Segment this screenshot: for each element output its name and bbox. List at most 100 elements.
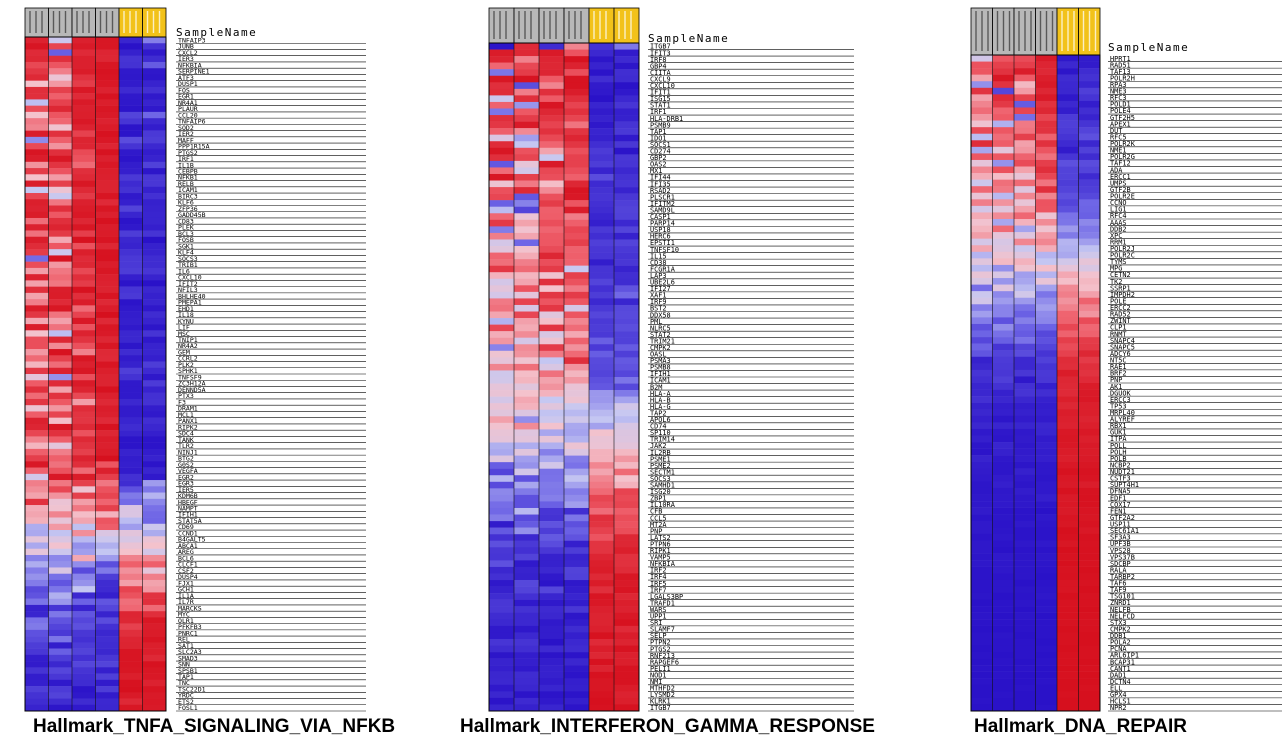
heatmap-cell — [514, 272, 539, 280]
heatmap-cell — [589, 658, 614, 666]
heatmap-cell — [1057, 114, 1079, 121]
heatmap-cell — [514, 527, 539, 535]
heatmap-cell — [1035, 212, 1057, 220]
heatmap-cell — [72, 105, 96, 113]
gene-label: MTHFD2 — [650, 685, 675, 693]
heatmap-cell — [72, 99, 96, 106]
heatmap-cell — [72, 299, 96, 306]
heatmap-cell — [1014, 494, 1036, 502]
heatmap-cell — [539, 697, 564, 705]
heatmap-cell — [589, 691, 614, 699]
heatmap-cell — [1014, 553, 1036, 561]
heatmap-cell — [992, 612, 1014, 620]
heatmap-cell — [119, 93, 143, 100]
gene-label: CEBPB — [178, 167, 198, 175]
heatmap-cell — [119, 405, 143, 412]
heatmap-cell — [1057, 606, 1079, 613]
heatmap-cell — [564, 612, 589, 620]
heatmap-cell — [971, 533, 993, 541]
heatmap-cell — [142, 367, 166, 375]
heatmap-cell — [1078, 599, 1100, 607]
heatmap-cell — [589, 337, 614, 345]
gene-label: G0S2 — [178, 461, 194, 469]
heatmap-cell — [614, 160, 639, 168]
heatmap-cell — [614, 573, 639, 581]
heatmap-cell — [119, 392, 143, 400]
heatmap-cell — [514, 187, 539, 194]
heatmap-cell — [564, 134, 589, 142]
heatmap-cell — [514, 239, 539, 247]
gene-label: SAMHD1 — [650, 482, 675, 490]
heatmap-cell — [992, 422, 1014, 430]
heatmap-cell — [25, 667, 49, 674]
heatmap-cell — [1014, 612, 1036, 620]
heatmap-cell — [1035, 225, 1057, 233]
heatmap-cell — [119, 124, 143, 131]
heatmap-cell — [1014, 678, 1036, 686]
heatmap-cell — [1078, 369, 1100, 377]
heatmap-cell — [95, 598, 119, 606]
heatmap-cell — [25, 43, 49, 50]
heatmap-cell — [514, 350, 539, 358]
heatmap-cell — [489, 82, 514, 90]
heatmap-cell — [614, 344, 639, 352]
heatmap-cell — [489, 599, 514, 607]
heatmap-panel-dna-repair: SampleName HPRT1 RAD51 TAF13 POLR2H RPA3 NME3 R… — [970, 0, 1286, 744]
heatmap-cell — [614, 494, 639, 502]
heatmap-cell — [119, 636, 143, 643]
heatmap-cell — [514, 534, 539, 541]
heatmap-cell — [119, 423, 143, 431]
heatmap-cell — [539, 527, 564, 535]
gene-label: IFI44 — [650, 174, 671, 182]
heatmap-cell — [614, 481, 639, 489]
heatmap-cell — [971, 566, 993, 574]
heatmap-cell — [589, 187, 614, 194]
heatmap-cell — [614, 390, 639, 397]
heatmap-cell — [589, 56, 614, 63]
heatmap-cell — [589, 193, 614, 201]
heatmap-cell — [539, 304, 564, 312]
gene-label: IL6 — [178, 267, 190, 275]
heatmap-cell — [1014, 173, 1036, 180]
gene-label: PANX1 — [178, 417, 198, 425]
gene-label: ITGB7 — [650, 43, 671, 51]
heatmap-cell — [142, 324, 166, 331]
gene-label: BHLHE40 — [178, 292, 206, 300]
heatmap-cell — [95, 305, 119, 312]
heatmap-cell — [95, 317, 119, 325]
heatmap-cell — [589, 462, 614, 469]
heatmap-cell — [72, 205, 96, 212]
gene-label: SNAPC5 — [1110, 343, 1135, 351]
heatmap-cell — [1057, 166, 1079, 174]
heatmap-cell — [564, 200, 589, 207]
heatmap-cell — [25, 193, 49, 200]
heatmap-cell — [614, 128, 639, 135]
heatmap-cell — [589, 580, 614, 587]
heatmap-cell — [992, 579, 1014, 587]
heatmap-cell — [119, 517, 143, 525]
heatmap-cell — [119, 342, 143, 350]
heatmap-cell — [25, 511, 49, 518]
gene-label: SERPINE1 — [178, 68, 210, 76]
heatmap-cell — [95, 629, 119, 637]
heatmap-cell — [48, 530, 72, 537]
heatmap-cell — [1014, 638, 1036, 646]
heatmap-cell — [25, 286, 49, 294]
gene-label: PSME2 — [650, 462, 671, 470]
heatmap-cell — [992, 599, 1014, 607]
heatmap-cell — [564, 75, 589, 83]
gene-label: POLR2C — [1110, 252, 1135, 260]
heatmap-cell — [95, 118, 119, 125]
heatmap-cell — [142, 654, 166, 662]
heatmap-cell — [564, 160, 589, 168]
gene-label: VPS37B — [1110, 553, 1135, 561]
heatmap-cell — [514, 697, 539, 705]
heatmap-cell — [119, 498, 143, 506]
gene-label: DUSP1 — [178, 80, 198, 88]
heatmap-cell — [589, 429, 614, 437]
heatmap-cell — [514, 403, 539, 410]
gene-label: USP11 — [1110, 521, 1131, 529]
gene-label: HLA-DRB1 — [650, 115, 683, 123]
heatmap-cell — [72, 143, 96, 150]
heatmap-cell — [1035, 271, 1057, 279]
